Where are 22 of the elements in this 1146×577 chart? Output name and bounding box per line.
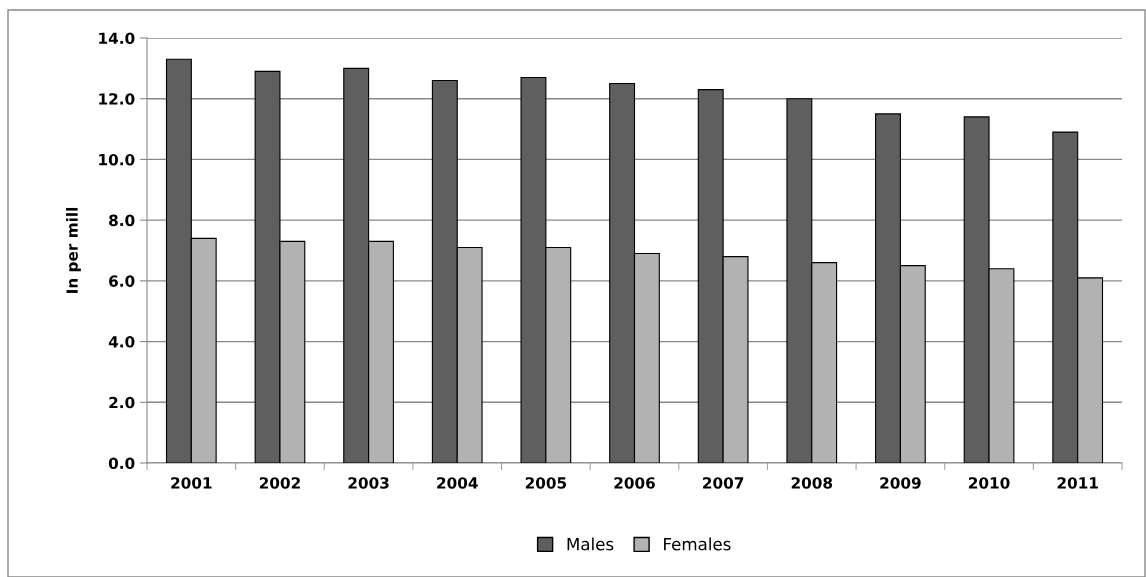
y-tick-label: 14.0 [99, 32, 135, 45]
y-axis-title: In per mill [66, 207, 81, 293]
x-tick-label: 2008 [791, 477, 833, 489]
legend-label: Females [664, 537, 731, 551]
x-tick-label: 2009 [880, 477, 921, 489]
y-tick-label: 12.0 [99, 93, 135, 105]
x-tick-label: 2005 [525, 477, 567, 489]
legend-label: Males [567, 537, 614, 551]
x-tick-label: 2010 [968, 477, 1010, 489]
y-tick-label: 0.0 [108, 457, 135, 470]
x-tick-label: 2011 [1057, 477, 1098, 489]
y-tick-label: 4.0 [108, 336, 135, 348]
y-tick-label: 6.0 [109, 275, 135, 287]
x-tick-label: 2007 [703, 477, 744, 489]
x-tick-label: 2004 [437, 477, 478, 489]
y-tick-label: 2.0 [109, 396, 135, 409]
x-tick-label: 2002 [259, 477, 300, 489]
y-tick-label: 8.0 [109, 214, 135, 227]
y-tick-label: 10.0 [99, 153, 135, 166]
x-tick-label: 2006 [614, 477, 655, 489]
x-tick-label: 2001 [171, 477, 212, 489]
x-tick-label: 2003 [348, 477, 389, 489]
